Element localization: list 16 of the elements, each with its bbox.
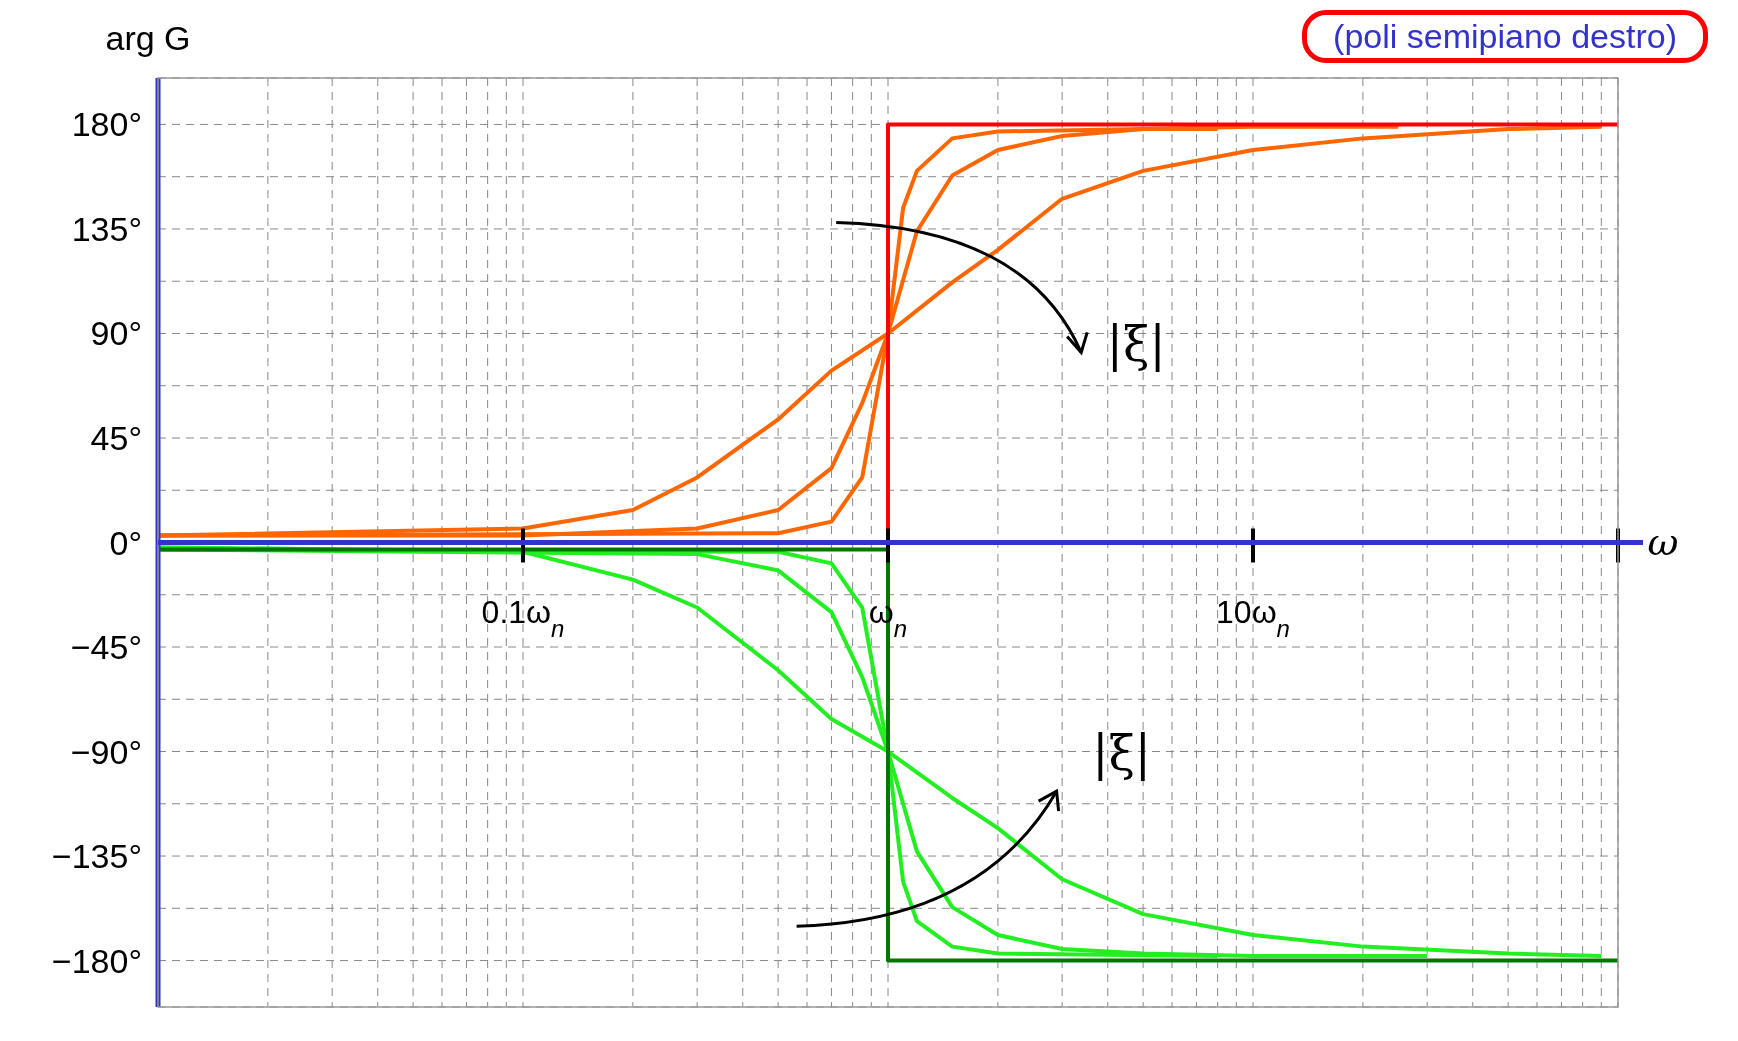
y-tick-label: 180° — [71, 105, 142, 144]
text: (poli semipiano destro) — [1302, 10, 1708, 63]
x-axis-title: ω — [1647, 519, 1679, 564]
y-tick-label: 0° — [109, 523, 142, 562]
y-tick-label: −180° — [51, 941, 142, 980]
y-tick-label: −90° — [70, 732, 142, 771]
x-tick-label: 10ω$_{n}$ — [1216, 593, 1290, 641]
x-tick-label: 0.1ω$_{n}$ — [481, 593, 565, 641]
y-tick-label: 90° — [90, 314, 142, 353]
annotation: |ξ| — [1106, 316, 1166, 373]
annotation: |ξ| — [1092, 725, 1151, 782]
y-tick-label: −45° — [70, 628, 142, 667]
y-tick-label: 135° — [71, 209, 142, 248]
y-axis-title: arg G — [105, 19, 191, 57]
y-tick-label: 45° — [90, 418, 142, 457]
y-tick-label: −135° — [51, 837, 142, 876]
